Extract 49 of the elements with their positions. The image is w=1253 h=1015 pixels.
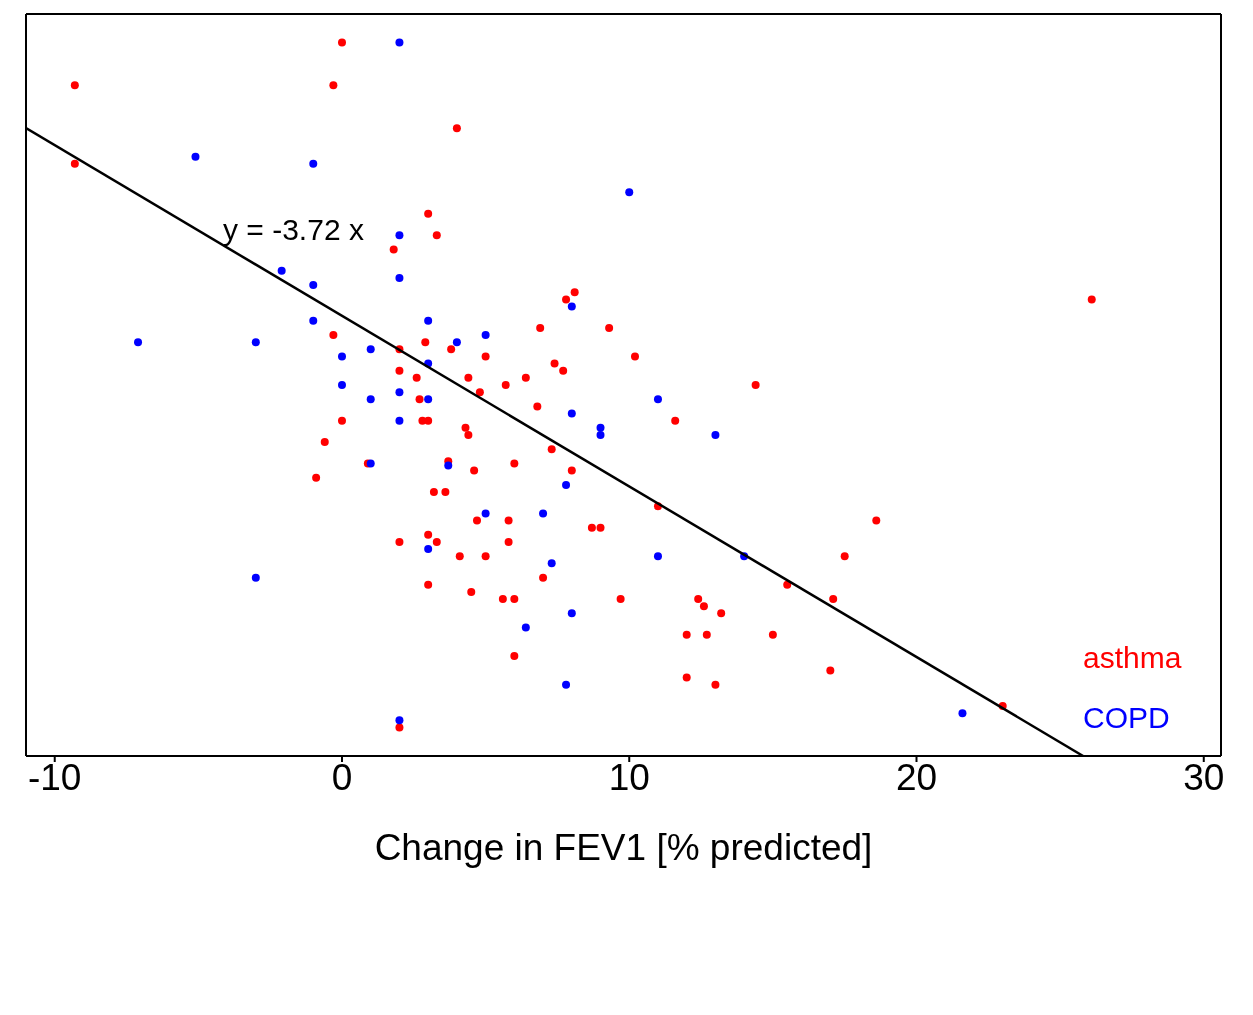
point [395, 38, 404, 47]
annotation: y = -3.72 x [223, 213, 364, 247]
point [395, 416, 404, 425]
point [653, 395, 662, 404]
point [567, 409, 576, 418]
point [567, 302, 576, 311]
point [309, 281, 318, 290]
point [337, 381, 346, 389]
point [251, 573, 260, 582]
point [539, 509, 548, 518]
point [452, 338, 461, 347]
x-axis-title: Change in FEV1 [% predicted] [374, 827, 873, 868]
point [958, 709, 967, 718]
point [424, 316, 433, 325]
point [567, 609, 576, 618]
point [596, 430, 605, 439]
point [711, 430, 720, 439]
point [395, 388, 404, 397]
point [395, 231, 404, 240]
point [547, 559, 556, 568]
text: asthma [1083, 640, 1183, 676]
point [309, 159, 318, 168]
point [395, 273, 404, 282]
x-tick-label: 30 [1183, 757, 1225, 799]
x-tick-label: 0 [331, 757, 353, 799]
point [424, 395, 433, 404]
point [481, 331, 490, 340]
x-tick-label: 10 [608, 757, 650, 799]
point [424, 545, 433, 554]
point [191, 152, 200, 161]
x-tick-label: -10 [27, 757, 82, 799]
point [625, 188, 634, 197]
point [337, 352, 346, 361]
point [134, 338, 143, 347]
point [481, 509, 490, 518]
point [366, 345, 375, 354]
point [562, 480, 571, 489]
text: COPD [1083, 700, 1171, 736]
x-tick-label: 20 [895, 757, 938, 799]
point [366, 395, 375, 404]
point [653, 552, 662, 561]
point [277, 266, 286, 275]
point [251, 338, 260, 347]
point [309, 316, 318, 325]
point [395, 716, 404, 725]
point [596, 423, 605, 432]
point [562, 680, 571, 689]
point [521, 623, 530, 632]
point [444, 461, 453, 470]
